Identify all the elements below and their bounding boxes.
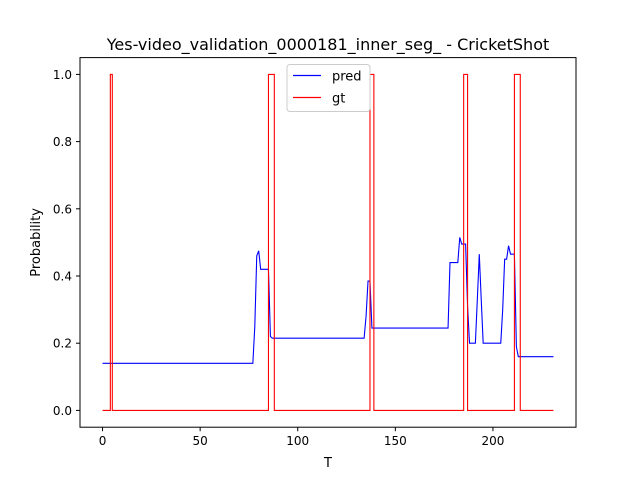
y-tick-label: 0.6: [53, 202, 72, 216]
y-tick-label: 0.8: [53, 135, 72, 149]
plot-area: [102, 73, 554, 411]
x-axis-label: T: [323, 456, 332, 471]
legend-box: [286, 64, 371, 112]
chart-title: Yes-video_validation_0000181_inner_seg_ …: [106, 35, 550, 55]
y-tick-label: 1.0: [53, 68, 72, 82]
x-axis: 0 50 100 150 200: [99, 427, 504, 448]
x-tick-label: 100: [286, 434, 309, 448]
y-tick-label: 0.0: [53, 404, 72, 418]
legend-gt-label: gt: [332, 92, 345, 107]
x-tick-label: 0: [99, 434, 107, 448]
y-tick-label: 0.2: [53, 337, 72, 351]
legend: pred gt: [286, 64, 371, 112]
x-tick-label: 50: [193, 434, 208, 448]
x-tick-label: 150: [384, 434, 407, 448]
y-axis-label: Probability: [29, 208, 44, 277]
x-tick-label: 200: [481, 434, 504, 448]
y-axis: 0.0 0.2 0.4 0.6 0.8 1.0: [53, 68, 80, 418]
legend-pred-label: pred: [332, 70, 362, 85]
y-tick-label: 0.4: [53, 270, 72, 284]
axes-frame: [79, 57, 577, 428]
series-line-gt: [102, 73, 554, 411]
